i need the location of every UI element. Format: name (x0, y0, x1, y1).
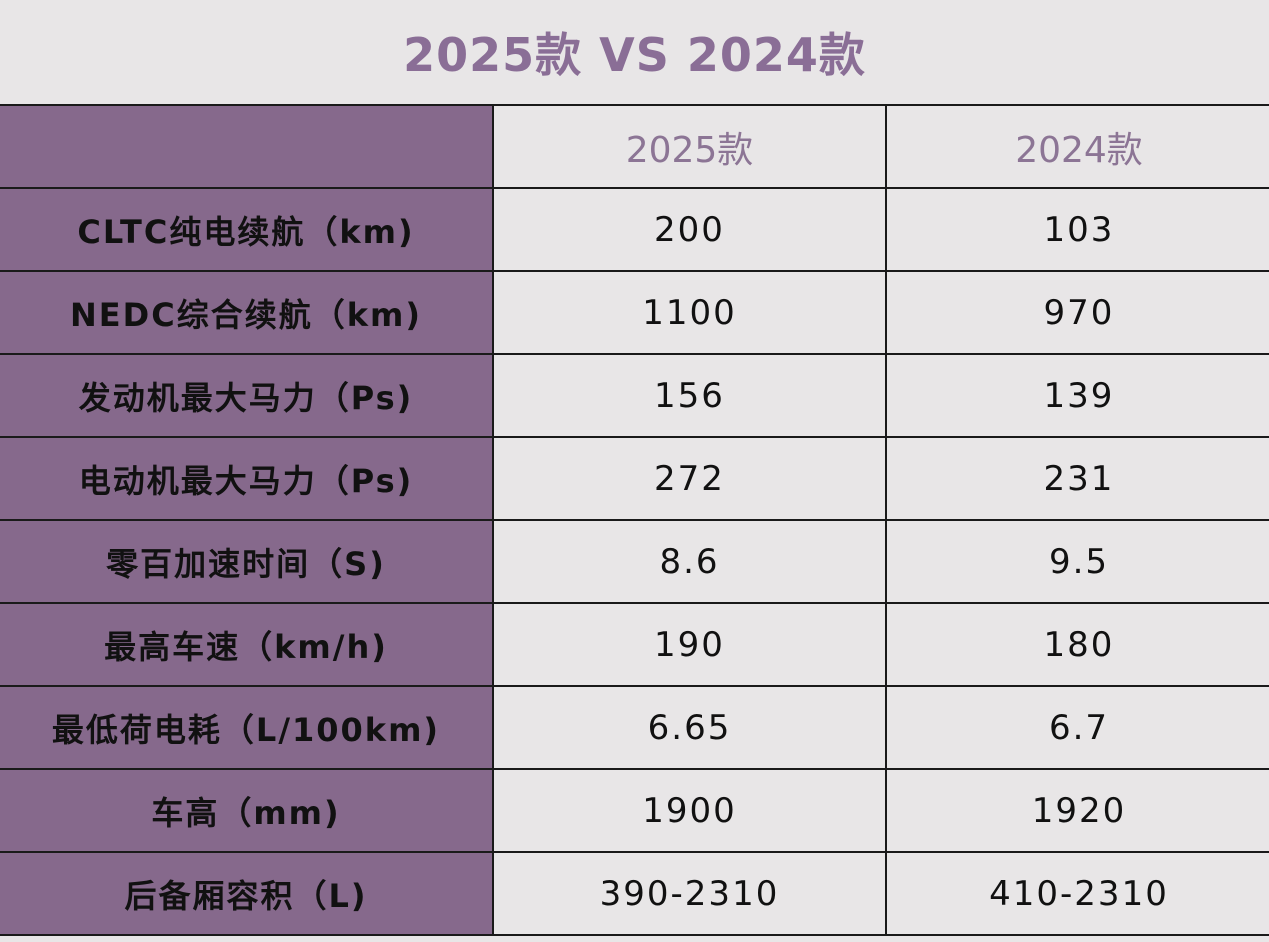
row-label: 最高车速（km/h) (0, 602, 494, 687)
value-2024: 6.7 (885, 685, 1269, 770)
table-row: NEDC综合续航（km) 1100 970 (0, 270, 1269, 355)
value-2024: 1920 (885, 768, 1269, 853)
row-label: 发动机最大马力（Ps) (0, 353, 494, 438)
page-title: 2025款 VS 2024款 (403, 28, 866, 82)
row-label: 后备厢容积（L) (0, 851, 494, 936)
table-row: 发动机最大马力（Ps) 156 139 (0, 353, 1269, 438)
value-2025: 190 (492, 602, 887, 687)
row-label: 电动机最大马力（Ps) (0, 436, 494, 521)
value-2025: 1100 (492, 270, 887, 355)
value-2025: 272 (492, 436, 887, 521)
value-2025: 8.6 (492, 519, 887, 604)
table-row: 后备厢容积（L) 390-2310 410-2310 (0, 851, 1269, 936)
value-2025: 200 (492, 187, 887, 272)
value-2025: 390-2310 (492, 851, 887, 936)
table-row: 电动机最大马力（Ps) 272 231 (0, 436, 1269, 521)
row-label: 最低荷电耗（L/100km) (0, 685, 494, 770)
header-corner-cell (0, 104, 494, 189)
table-row: 车高（mm) 1900 1920 (0, 768, 1269, 853)
row-label: NEDC综合续航（km) (0, 270, 494, 355)
table-row: CLTC纯电续航（km) 200 103 (0, 187, 1269, 272)
row-label: 零百加速时间（S) (0, 519, 494, 604)
value-2024: 139 (885, 353, 1269, 438)
value-2024: 970 (885, 270, 1269, 355)
value-2024: 180 (885, 602, 1269, 687)
table-row: 零百加速时间（S) 8.6 9.5 (0, 519, 1269, 604)
header-2024: 2024款 (885, 104, 1269, 189)
header-2025: 2025款 (492, 104, 887, 189)
value-2024: 103 (885, 187, 1269, 272)
row-label: 车高（mm) (0, 768, 494, 853)
value-2025: 1900 (492, 768, 887, 853)
value-2025: 6.65 (492, 685, 887, 770)
value-2025: 156 (492, 353, 887, 438)
table-row: 最高车速（km/h) 190 180 (0, 602, 1269, 687)
value-2024: 410-2310 (885, 851, 1269, 936)
value-2024: 9.5 (885, 519, 1269, 604)
row-label: CLTC纯电续航（km) (0, 187, 494, 272)
table-header-row: 2025款 2024款 (0, 104, 1269, 189)
comparison-table: 2025款 2024款 CLTC纯电续航（km) 200 103 NEDC综合续… (0, 104, 1269, 936)
table-row: 最低荷电耗（L/100km) 6.65 6.7 (0, 685, 1269, 770)
value-2024: 231 (885, 436, 1269, 521)
